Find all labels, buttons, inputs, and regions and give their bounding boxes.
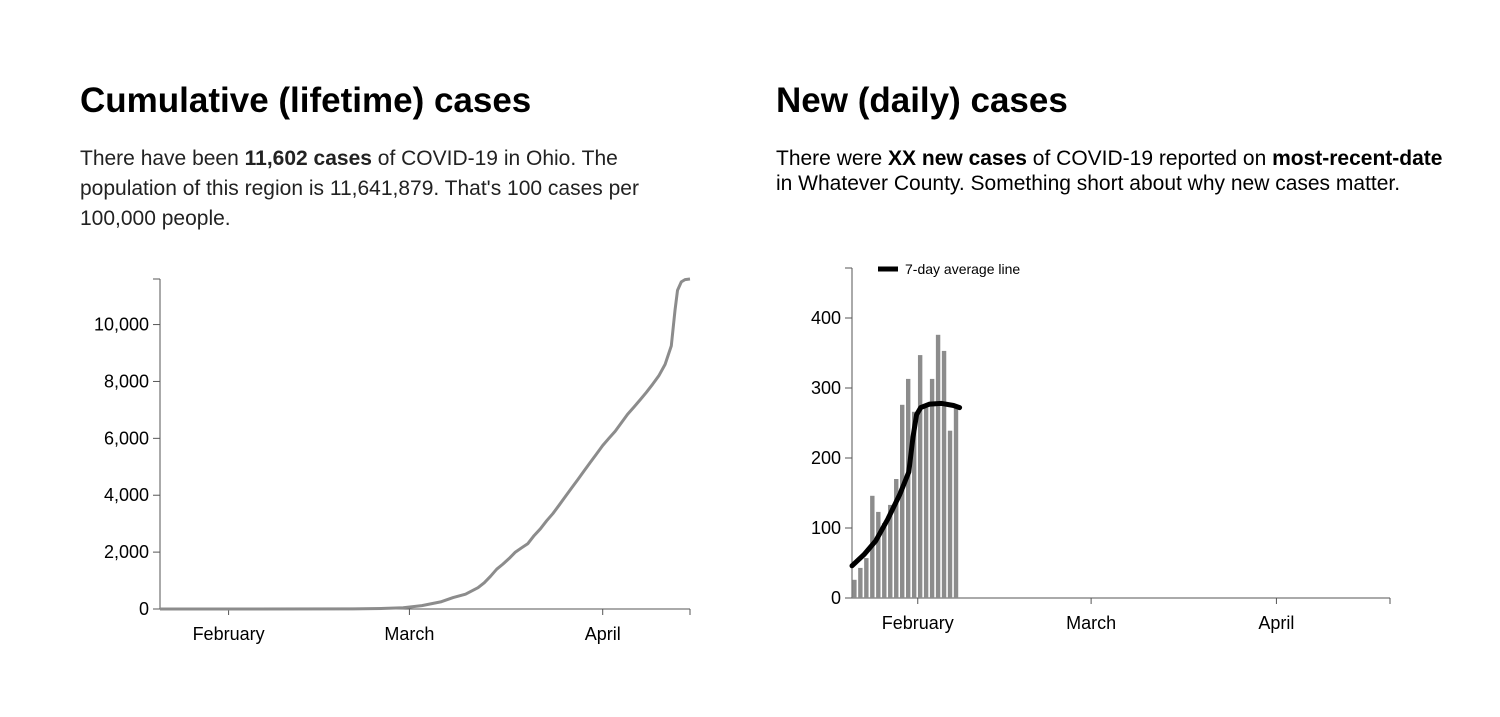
new-cases-title: New (daily) cases	[776, 81, 1068, 120]
daily-case-bar	[947, 430, 953, 598]
x-tick-label: February	[193, 624, 265, 644]
y-tick-label: 100	[811, 518, 841, 538]
legend-label: 7-day average line	[905, 261, 1020, 277]
x-tick-label: February	[882, 613, 954, 633]
y-tick-label: 0	[139, 599, 149, 619]
cumulative-cases-line	[160, 277, 691, 611]
daily-case-bar	[852, 579, 857, 598]
daily-case-bar	[876, 511, 881, 598]
x-tick-label: March	[1066, 613, 1116, 633]
x-tick-label: April	[585, 624, 621, 644]
description-text: of COVID-19 in Ohio. The population of t…	[80, 147, 639, 230]
daily-case-bar	[900, 404, 905, 598]
daily-case-bar	[953, 404, 959, 598]
y-tick-label: 0	[831, 588, 841, 608]
new-cases-panel: New (daily) cases There were XX new case…	[776, 78, 1456, 196]
daily-case-bar	[923, 407, 929, 598]
description-bold-count: 11,602 cases	[244, 147, 372, 170]
daily-case-bar	[941, 350, 947, 598]
cumulative-cases-description: There have been 11,602 cases of COVID-19…	[80, 144, 720, 234]
daily-case-bar	[882, 523, 887, 598]
cumulative-cases-title: Cumulative (lifetime) cases	[80, 81, 532, 120]
daily-case-bar	[917, 355, 923, 598]
daily-case-bar	[935, 334, 941, 598]
daily-case-bar	[894, 479, 899, 598]
y-tick-label: 2,000	[104, 542, 149, 562]
y-tick-label: 4,000	[104, 485, 149, 505]
y-tick-label: 400	[811, 308, 841, 328]
daily-case-bar	[905, 378, 911, 598]
y-tick-label: 10,000	[94, 315, 149, 335]
cumulative-cases-panel: Cumulative (lifetime) cases There have b…	[80, 78, 720, 234]
daily-case-bar	[888, 504, 893, 598]
y-tick-label: 8,000	[104, 371, 149, 391]
description-text: in Whatever County. Something short abou…	[776, 172, 1401, 195]
y-tick-label: 6,000	[104, 428, 149, 448]
y-tick-label: 300	[811, 378, 841, 398]
daily-case-bar	[929, 378, 935, 598]
description-text: There were	[776, 147, 889, 170]
description-bold-date: most-recent-date	[1272, 147, 1443, 170]
description-text: of COVID-19 reported on	[1026, 147, 1273, 170]
description-text: There have been	[80, 147, 245, 170]
daily-case-bar	[864, 558, 869, 598]
daily-case-bar	[911, 411, 917, 598]
new-cases-description: There were XX new cases of COVID-19 repo…	[776, 146, 1456, 196]
y-tick-label: 200	[811, 448, 841, 468]
seven-day-average-line	[849, 400, 963, 569]
daily-case-bar	[858, 567, 863, 598]
description-bold-count: XX new cases	[888, 147, 1027, 170]
x-tick-label: April	[1258, 613, 1294, 633]
x-tick-label: March	[384, 624, 434, 644]
